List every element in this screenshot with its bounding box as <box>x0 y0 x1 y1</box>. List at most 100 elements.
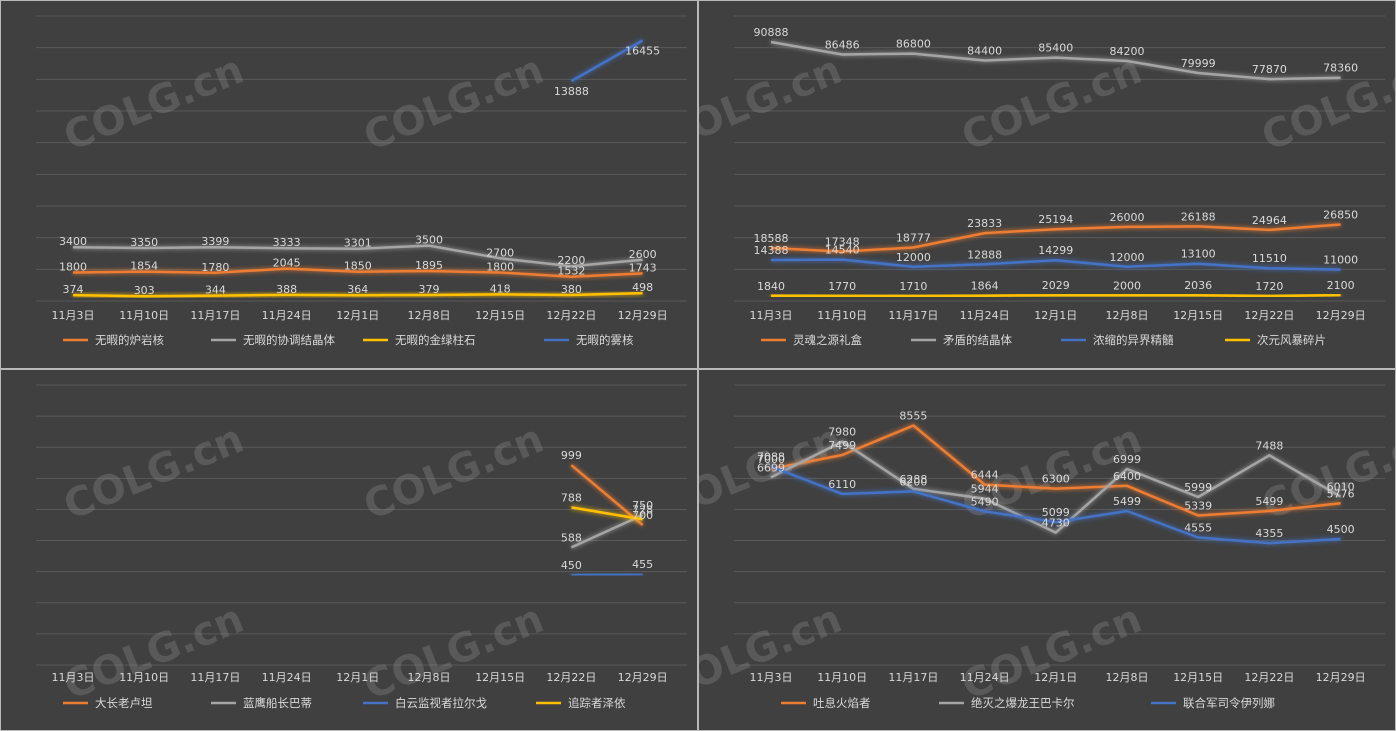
data-label: 6110 <box>828 478 856 491</box>
series-line <box>570 39 644 83</box>
data-label: 5099 <box>1042 506 1070 519</box>
x-tick-label: 12月22日 <box>546 309 596 322</box>
legend-label: 无暇的金绿柱石 <box>395 333 476 347</box>
x-tick-label: 11月17日 <box>190 309 240 322</box>
data-label: 14299 <box>1038 244 1073 257</box>
data-label: 728 <box>632 503 653 516</box>
data-label: 1895 <box>415 259 443 272</box>
data-label: 4555 <box>1184 521 1212 534</box>
x-tick-label: 12月22日 <box>1244 309 1294 322</box>
x-tick-label: 12月29日 <box>618 309 668 322</box>
data-label: 5499 <box>1113 495 1141 508</box>
chart-panel-2: COLG.cn COLG.cn COLG.cn 11月3日 11月10日 11月17日 11… <box>699 1 1395 368</box>
data-label: 1532 <box>557 265 585 278</box>
legend-label: 灵魂之源礼盒 <box>793 333 862 347</box>
data-label: 380 <box>561 283 582 296</box>
x-tick-label: 11月3日 <box>52 671 95 684</box>
legend-label: 无暇的炉岩核 <box>95 333 164 347</box>
data-label: 2100 <box>1327 279 1355 292</box>
series-line <box>72 291 643 298</box>
legend-label: 次元风暴碎片 <box>1257 333 1326 347</box>
x-tick-label: 11月10日 <box>119 309 169 322</box>
x-tick-label: 12月22日 <box>1244 671 1294 684</box>
data-label: 3400 <box>59 235 87 248</box>
data-label: 455 <box>632 558 653 571</box>
data-label: 3301 <box>344 237 372 250</box>
series-line <box>770 40 1341 81</box>
data-label: 1800 <box>486 261 514 274</box>
legend-label: 追踪者泽依 <box>568 696 626 710</box>
data-label: 79999 <box>1181 57 1216 70</box>
data-label: 2036 <box>1184 279 1212 292</box>
data-label: 12888 <box>967 248 1002 261</box>
data-label: 1864 <box>971 280 999 293</box>
data-label: 17348 <box>825 236 860 249</box>
data-label: 26000 <box>1110 211 1145 224</box>
series-line <box>770 258 1341 271</box>
data-label: 16455 <box>625 44 660 57</box>
x-tick-label: 12月22日 <box>546 671 596 684</box>
data-label: 6400 <box>1113 470 1141 483</box>
watermark-text: COLG.cn <box>358 596 551 709</box>
data-label: 3333 <box>273 236 301 249</box>
watermark-text: COLG.cn <box>699 47 848 160</box>
data-label: 999 <box>561 449 582 462</box>
legend-label: 浓缩的异界精髓 <box>1093 333 1174 347</box>
legend-label: 大长老卢坦 <box>95 696 153 710</box>
watermark-text: COLG.cn <box>956 47 1149 160</box>
watermark-text: COLG.cn <box>58 47 251 160</box>
data-label: 344 <box>205 284 226 297</box>
data-label: 6200 <box>899 475 927 488</box>
series-line <box>570 464 644 526</box>
chart-panel-1: COLG.cn COLG.cn 11月3日 11月10日 11月17日 11月24日 12月… <box>1 1 697 368</box>
data-label: 85400 <box>1038 42 1073 55</box>
data-label: 4355 <box>1255 527 1283 540</box>
data-label: 11000 <box>1323 254 1358 267</box>
data-label: 788 <box>561 491 582 504</box>
x-tick-label: 12月8日 <box>408 309 451 322</box>
legend-label: 联合军司令伊列娜 <box>1183 696 1275 710</box>
data-label: 8555 <box>899 409 927 422</box>
data-label: 12000 <box>896 251 931 264</box>
data-label: 6010 <box>1327 481 1355 494</box>
data-label: 12000 <box>1110 251 1145 264</box>
data-label: 24964 <box>1252 214 1287 227</box>
series-line <box>770 293 1341 298</box>
x-tick-label: 11月10日 <box>817 671 867 684</box>
data-label: 90888 <box>754 26 789 39</box>
x-tick-label: 12月29日 <box>1316 671 1366 684</box>
data-label: 7000 <box>757 453 785 466</box>
data-label: 2029 <box>1042 279 1070 292</box>
x-tick-label: 12月29日 <box>618 671 668 684</box>
watermark-text: COLG.cn <box>358 47 551 160</box>
chart-panel-3: COLG.cn COLG.cn COLG.cn COLG.cn 11月3日 11月10日 1… <box>1 370 697 730</box>
data-label: 14388 <box>754 244 789 257</box>
x-tick-label: 11月3日 <box>750 671 793 684</box>
data-label: 4730 <box>1042 517 1070 530</box>
data-label: 78360 <box>1323 62 1358 75</box>
data-label: 418 <box>490 282 511 295</box>
series-line <box>770 424 1341 517</box>
data-label: 588 <box>561 531 582 544</box>
data-label: 2600 <box>629 248 657 261</box>
x-tick-label: 11月3日 <box>750 309 793 322</box>
data-label: 7488 <box>1255 439 1283 452</box>
x-tick-label: 11月17日 <box>190 671 240 684</box>
data-label: 450 <box>561 559 582 572</box>
data-label: 1800 <box>59 261 87 274</box>
x-tick-label: 12月8日 <box>1106 671 1149 684</box>
series-line <box>570 513 644 549</box>
data-label: 6288 <box>899 473 927 486</box>
x-tick-label: 12月1日 <box>1034 309 1077 322</box>
data-label: 2000 <box>1113 279 1141 292</box>
series-line <box>770 465 1341 545</box>
series-line <box>571 572 643 577</box>
series-line <box>770 223 1341 253</box>
data-label: 374 <box>63 283 84 296</box>
x-tick-label: 11月10日 <box>817 309 867 322</box>
x-tick-label: 11月24日 <box>262 671 312 684</box>
data-label: 5944 <box>971 483 999 496</box>
series-line <box>770 440 1342 534</box>
x-tick-label: 12月15日 <box>475 671 525 684</box>
